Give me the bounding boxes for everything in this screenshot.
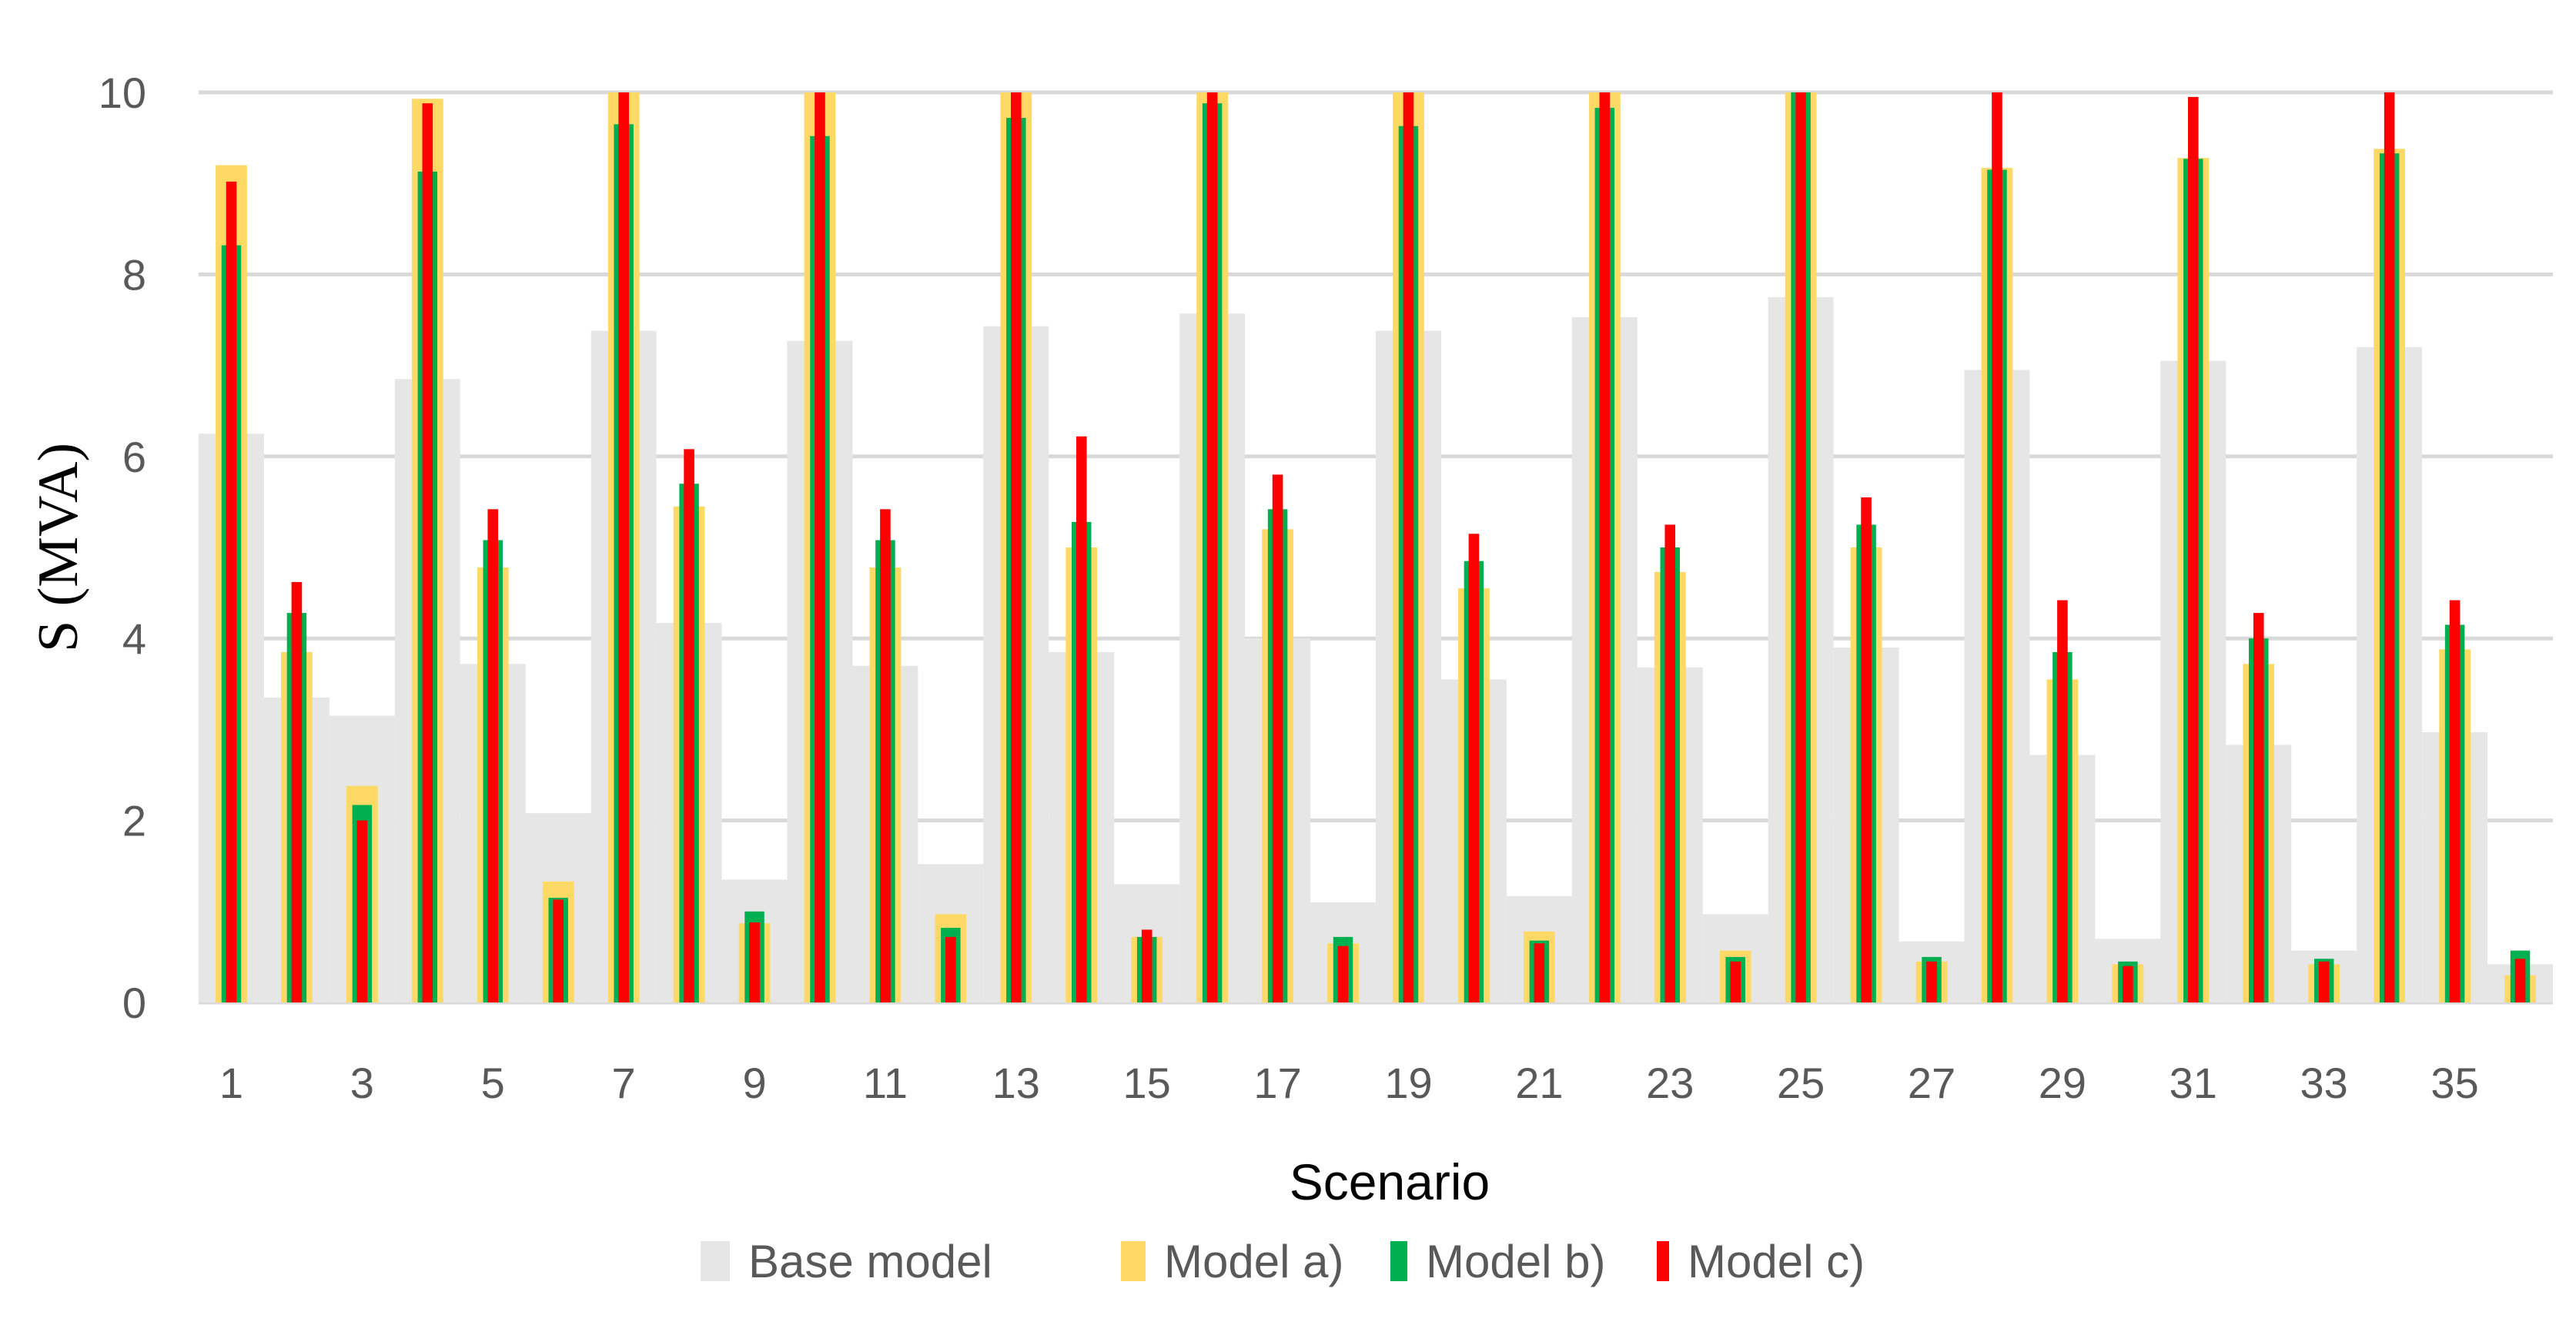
bar-model-c-23	[1664, 524, 1676, 1002]
bar-model-c-27	[1926, 961, 1937, 1002]
x-tick-label: 9	[742, 1059, 766, 1107]
x-tick-label: 5	[481, 1059, 505, 1107]
y-axis-ticks: 0 2 4 6 8 10	[99, 69, 146, 1027]
x-tick-label: 13	[992, 1059, 1040, 1107]
bar-model-c-22	[1599, 92, 1611, 1002]
legend-label-model-c: Model c)	[1688, 1236, 1865, 1287]
bar-model-c-7	[618, 92, 629, 1002]
bar-model-c-29	[2057, 600, 2068, 1002]
bar-model-c-26	[1861, 497, 1872, 1002]
legend-label-model-b: Model b)	[1426, 1236, 1605, 1287]
bars	[199, 92, 2553, 1003]
y-tick-label: 0	[122, 979, 146, 1027]
legend-swatch-model-b	[1390, 1241, 1407, 1281]
legend-swatch-model-c	[1657, 1241, 1669, 1281]
x-tick-label: 29	[2039, 1059, 2086, 1107]
bar-model-c-13	[1011, 92, 1022, 1002]
legend-swatch-base-model	[701, 1241, 730, 1281]
y-axis-label: S (MVA)	[27, 443, 90, 652]
x-tick-label: 25	[1777, 1059, 1825, 1107]
x-axis-ticks: 1 3 5 7 9 11 13 15 17 19 21 23 25 27 29 31 33 35	[219, 1059, 2479, 1107]
x-tick-label: 11	[863, 1059, 908, 1107]
bar-model-c-17	[1272, 474, 1283, 1002]
bar-model-c-35	[2449, 600, 2461, 1002]
bar-model-c-4	[422, 103, 433, 1003]
bar-model-c-25	[1795, 92, 1806, 1002]
x-tick-label: 7	[612, 1059, 636, 1107]
bar-model-c-36	[2514, 959, 2526, 1002]
bar-model-c-3	[356, 820, 368, 1002]
bar-model-c-34	[2384, 92, 2395, 1002]
bar-model-c-1	[226, 181, 237, 1003]
bar-model-c-2	[291, 581, 303, 1002]
legend-label-model-a: Model a)	[1164, 1236, 1343, 1287]
x-tick-label: 15	[1123, 1059, 1171, 1107]
bar-model-c-31	[2188, 96, 2199, 1002]
x-axis-label: Scenario	[1290, 1153, 1490, 1210]
bar-model-c-6	[553, 899, 564, 1002]
x-tick-label: 27	[1908, 1059, 1955, 1107]
bar-model-c-32	[2253, 613, 2264, 1002]
bar-model-c-20	[1468, 534, 1480, 1002]
x-tick-label: 3	[350, 1059, 374, 1107]
bar-model-c-14	[1076, 436, 1087, 1002]
bar-model-c-16	[1206, 92, 1218, 1002]
bar-model-c-10	[815, 92, 825, 1002]
x-tick-label: 1	[219, 1059, 243, 1107]
legend-label-base-model: Base model	[748, 1236, 992, 1287]
y-tick-label: 8	[122, 250, 146, 299]
bar-model-c-18	[1337, 945, 1349, 1002]
bar-model-c-21	[1534, 943, 1545, 1002]
x-tick-label: 35	[2430, 1059, 2478, 1107]
y-tick-label: 10	[99, 69, 146, 117]
legend: Base model Model a) Model b) Model c)	[701, 1236, 1865, 1287]
bar-model-c-28	[1992, 92, 2002, 1002]
y-tick-label: 6	[122, 433, 146, 481]
bar-model-c-33	[2318, 961, 2330, 1002]
bar-model-c-15	[1141, 929, 1153, 1002]
x-tick-label: 31	[2170, 1059, 2217, 1107]
bar-model-c-9	[749, 922, 760, 1002]
bar-model-c-8	[684, 449, 694, 1002]
x-tick-label: 17	[1253, 1059, 1301, 1107]
bar-model-c-30	[2123, 966, 2133, 1002]
y-tick-label: 2	[122, 797, 146, 845]
bar-model-c-24	[1730, 961, 1741, 1002]
x-tick-label: 21	[1515, 1059, 1563, 1107]
legend-swatch-model-a	[1121, 1241, 1146, 1281]
bar-model-c-5	[487, 509, 499, 1002]
bar-model-c-11	[880, 509, 891, 1002]
bar-model-c-12	[945, 936, 956, 1002]
bar-model-c-19	[1403, 92, 1414, 1002]
x-tick-label: 33	[2300, 1059, 2348, 1107]
x-tick-label: 19	[1384, 1059, 1432, 1107]
x-tick-label: 23	[1646, 1059, 1694, 1107]
y-tick-label: 4	[122, 614, 146, 663]
